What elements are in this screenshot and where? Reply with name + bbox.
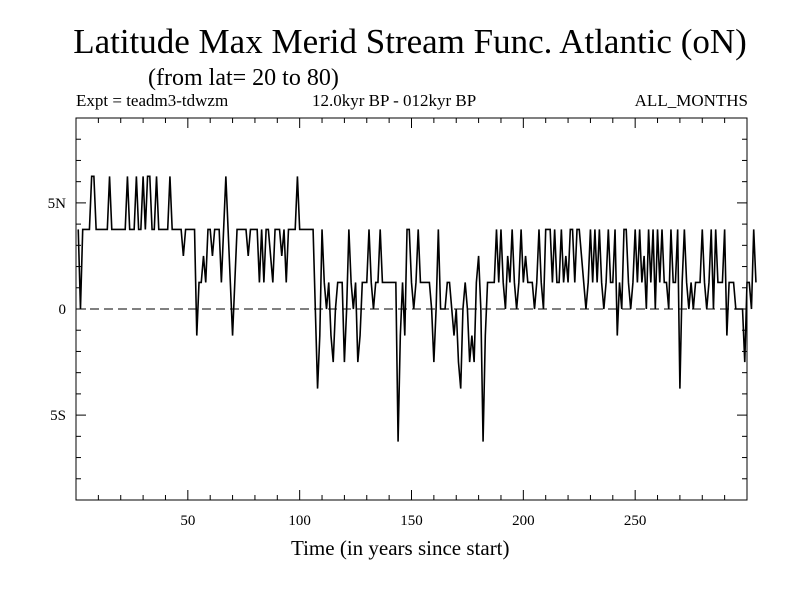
x-tick-label: 100 (288, 513, 311, 529)
chart-subtitle: (from lat= 20 to 80) (148, 65, 339, 91)
chart-title: Latitude Max Merid Stream Func. Atlantic… (73, 22, 747, 61)
x-axis-label: Time (in years since start) (291, 536, 510, 560)
x-axis-ticks: 50 100 150 200 250 (180, 118, 646, 529)
y-axis-ticks: 5N 0 5S (48, 196, 747, 424)
y-tick-label: 0 (59, 302, 67, 318)
x-tick-label: 50 (180, 513, 195, 529)
x-minor-ticks (97, 118, 726, 500)
experiment-label: Expt = teadm3-tdwzm (76, 91, 229, 110)
period-label: 12.0kyr BP - 012kyr BP (312, 91, 477, 110)
series-group (77, 175, 757, 442)
y-tick-label: 5N (48, 196, 67, 212)
series-line (77, 175, 757, 442)
months-label: ALL_MONTHS (634, 91, 748, 110)
x-tick-label: 150 (400, 513, 423, 529)
x-tick-label: 200 (512, 513, 535, 529)
y-tick-label: 5S (50, 408, 66, 424)
x-tick-label: 250 (624, 513, 647, 529)
plot-frame (75, 117, 748, 501)
